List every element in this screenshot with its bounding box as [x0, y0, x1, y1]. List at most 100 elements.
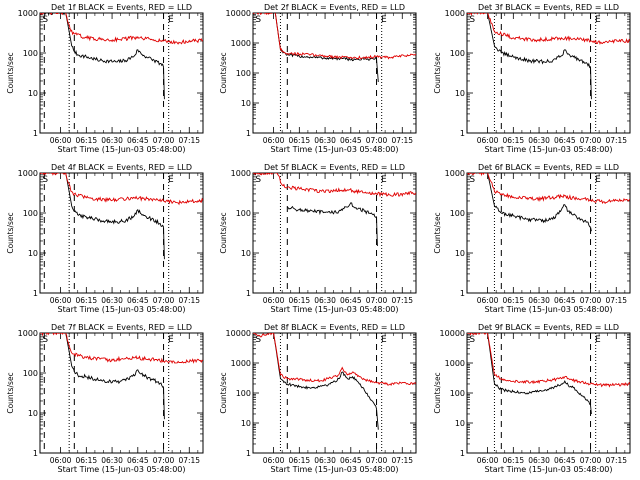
chart-title: Det 6f BLACK = Events, RED = LLD: [478, 163, 619, 172]
chart-title: Det 4f BLACK = Events, RED = LLD: [51, 163, 192, 172]
y-tick-label: 1: [246, 129, 251, 138]
lld-series-line: [467, 333, 630, 388]
chart-title: Det 2f BLACK = Events, RED = LLD: [264, 3, 405, 12]
chart-panel: Det 9f BLACK = Events, RED = LLD 1 10 100 10…: [433, 323, 631, 474]
y-tick-label: 1000: [231, 169, 251, 178]
y-tick-label: 10: [455, 249, 465, 258]
y-tick-label: 10000: [226, 9, 251, 18]
x-tick-label: 07:15: [391, 456, 413, 465]
y-tick-label: 100: [450, 209, 465, 218]
x-tick-label: 06:30: [101, 136, 123, 145]
y-tick-label: 10: [28, 89, 38, 98]
plot-frame: [466, 332, 631, 454]
y-tick-label: 1000: [445, 9, 465, 18]
x-tick-label: 07:15: [605, 456, 627, 465]
chart-panel: Det 1f BLACK = Events, RED = LLD 1 10 100 10…: [6, 3, 204, 154]
y-tick-label: 10: [455, 89, 465, 98]
y-tick-label: 1000: [18, 329, 38, 338]
y-tick-label: 1000: [231, 39, 251, 48]
y-tick-label: 1: [460, 449, 465, 458]
chart-title: Det 8f BLACK = Events, RED = LLD: [264, 323, 405, 332]
x-tick-label: 06:45: [127, 296, 149, 305]
events-series-line: [287, 202, 378, 247]
plot-frame: [252, 332, 417, 454]
x-tick-label: 07:00: [580, 136, 602, 145]
x-tick-label: 07:15: [178, 456, 200, 465]
y-tick-label: 1000: [445, 169, 465, 178]
x-tick-label: 07:00: [153, 456, 175, 465]
plot-frame: [39, 172, 204, 294]
x-tick-label: 06:00: [477, 136, 499, 145]
x-tick-label: 06:45: [340, 296, 362, 305]
y-tick-label: 100: [236, 209, 251, 218]
marker-label: S: [255, 335, 261, 345]
x-tick-label: 07:15: [605, 136, 627, 145]
x-tick-label: 06:00: [50, 456, 72, 465]
lld-series-line: [467, 13, 630, 45]
marker-label: E: [381, 175, 387, 185]
marker-label: S: [42, 15, 48, 25]
y-axis-label: Counts/sec: [6, 52, 15, 93]
x-tick-label: 06:15: [503, 136, 525, 145]
x-axis-label: Start Time (15-Jun-03 05:48:00): [485, 305, 613, 314]
y-tick-label: 100: [23, 369, 38, 378]
x-tick-label: 07:00: [366, 296, 388, 305]
chart-panel: Det 6f BLACK = Events, RED = LLD 1 10 100 10…: [433, 163, 631, 314]
marker-label: S: [469, 335, 475, 345]
x-tick-label: 07:15: [391, 296, 413, 305]
plot-frame: [466, 172, 631, 294]
y-tick-label: 10000: [440, 329, 465, 338]
events-series-line: [487, 13, 592, 100]
marker-label: S: [469, 175, 475, 185]
x-tick-label: 06:00: [50, 136, 72, 145]
chart-panel: Det 7f BLACK = Events, RED = LLD 1 10 100 10…: [6, 323, 204, 474]
lld-series-line: [40, 333, 203, 364]
x-tick-label: 06:45: [554, 296, 576, 305]
marker-label: E: [168, 15, 174, 25]
x-tick-label: 07:00: [580, 296, 602, 305]
y-tick-label: 1: [33, 449, 38, 458]
x-tick-label: 06:45: [340, 456, 362, 465]
x-tick-label: 06:15: [76, 136, 98, 145]
x-axis-label: Start Time (15-Jun-03 05:48:00): [58, 145, 186, 154]
x-tick-label: 06:45: [127, 136, 149, 145]
chart-title: Det 1f BLACK = Events, RED = LLD: [51, 3, 192, 12]
y-tick-label: 10: [28, 409, 38, 418]
lld-series-line: [40, 13, 203, 45]
events-series-line: [44, 13, 165, 100]
y-axis-label: Counts/sec: [219, 372, 228, 413]
x-tick-label: 07:00: [153, 296, 175, 305]
y-tick-label: 10: [241, 99, 251, 108]
marker-label: S: [42, 335, 48, 345]
x-axis-label: Start Time (15-Jun-03 05:48:00): [271, 305, 399, 314]
events-series-line: [65, 333, 165, 420]
events-series-line: [487, 333, 592, 415]
x-axis-label: Start Time (15-Jun-03 05:48:00): [271, 465, 399, 474]
y-tick-label: 100: [450, 49, 465, 58]
x-tick-label: 06:15: [76, 456, 98, 465]
y-axis-label: Counts/sec: [6, 212, 15, 253]
y-tick-label: 10: [241, 419, 251, 428]
y-tick-label: 1: [460, 129, 465, 138]
x-tick-label: 06:00: [263, 296, 285, 305]
plot-frame: [39, 332, 204, 454]
lld-series-line: [40, 173, 203, 206]
x-tick-label: 06:45: [340, 136, 362, 145]
x-tick-label: 06:30: [528, 136, 550, 145]
y-axis-label: Counts/sec: [219, 52, 228, 93]
y-axis-label: Counts/sec: [433, 52, 442, 93]
x-tick-label: 07:15: [178, 296, 200, 305]
x-tick-label: 06:30: [101, 296, 123, 305]
marker-label: E: [595, 175, 601, 185]
x-tick-label: 06:00: [50, 296, 72, 305]
x-tick-label: 06:45: [127, 456, 149, 465]
y-tick-label: 10: [455, 419, 465, 428]
x-tick-label: 06:15: [503, 296, 525, 305]
x-tick-label: 06:45: [554, 136, 576, 145]
y-tick-label: 100: [23, 49, 38, 58]
y-tick-label: 1000: [18, 9, 38, 18]
x-tick-label: 06:30: [314, 296, 336, 305]
marker-label: S: [42, 175, 48, 185]
x-axis-label: Start Time (15-Jun-03 05:48:00): [58, 465, 186, 474]
x-tick-label: 07:00: [153, 136, 175, 145]
